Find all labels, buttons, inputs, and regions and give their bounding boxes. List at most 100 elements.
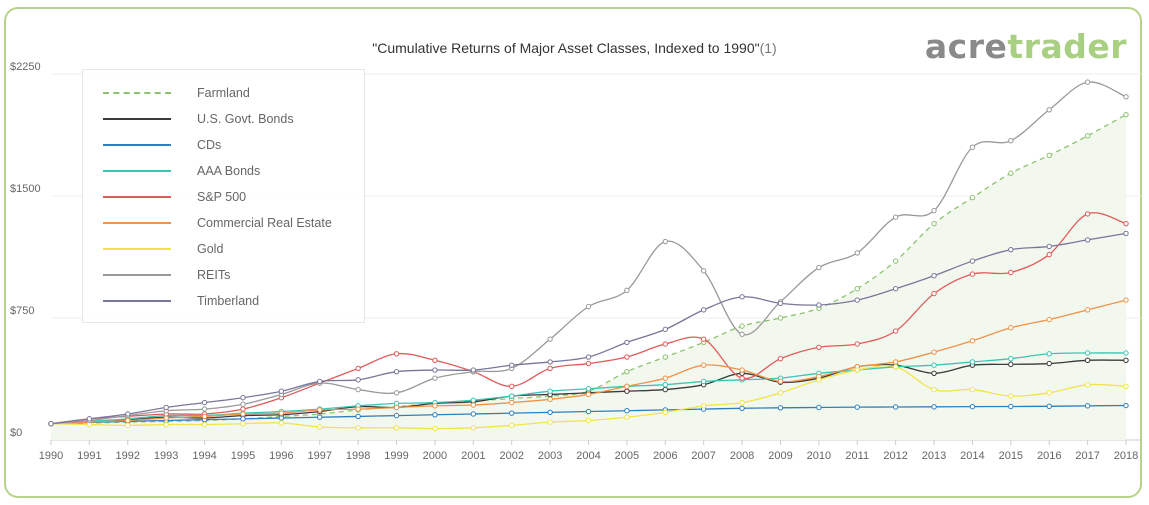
data-point-reits: [432, 375, 438, 381]
data-point-gold: [585, 417, 592, 424]
data-point-farmland: [777, 315, 784, 321]
x-tick-label: 2000: [423, 450, 447, 462]
legend-label: Gold: [197, 242, 224, 256]
data-point-gold: [816, 377, 822, 383]
data-point-reits: [969, 144, 976, 150]
data-point-aaa-bonds: [1008, 355, 1014, 362]
data-point-farmland: [739, 323, 745, 329]
chart-title-note: (1): [759, 40, 777, 56]
x-tick-label: 1990: [39, 450, 63, 462]
data-point-cds: [317, 414, 323, 420]
series-line-reits: [50, 81, 1127, 425]
data-point-gold: [1008, 393, 1014, 399]
data-point-aaa-bonds: [547, 388, 553, 394]
data-point-commercial-real-estate: [547, 396, 553, 403]
data-point-cds: [892, 404, 899, 410]
legend-label: AAA Bonds: [197, 164, 261, 178]
data-point-u-s-govt-bonds: [1084, 357, 1091, 363]
data-point-commercial-real-estate: [470, 402, 477, 408]
x-tick-label: 2018: [1114, 450, 1138, 462]
data-point-cds: [969, 403, 976, 410]
data-point-timberland: [777, 300, 784, 307]
data-point-s-p-500: [739, 375, 745, 381]
legend-item-reits: REITs: [103, 262, 230, 288]
x-tick-label: 2010: [807, 450, 831, 462]
data-point-cds: [1046, 403, 1052, 410]
data-point-s-p-500: [624, 354, 630, 360]
data-point-timberland: [86, 416, 93, 422]
data-point-reits: [1008, 137, 1014, 144]
y-tick-label: $750: [10, 305, 34, 317]
data-point-gold: [969, 386, 976, 393]
data-point-gold: [662, 409, 668, 416]
data-point-commercial-real-estate: [624, 383, 630, 390]
legend-swatch: [103, 92, 171, 94]
x-tick-label: 2013: [922, 450, 946, 462]
data-point-gold: [892, 364, 899, 370]
data-point-commercial-real-estate: [1046, 316, 1052, 323]
data-point-timberland: [470, 367, 477, 373]
data-point-s-p-500: [969, 271, 976, 277]
data-point-s-p-500: [1008, 269, 1014, 276]
logo-part-acre: acre: [924, 27, 1008, 66]
data-point-reits: [547, 336, 553, 342]
data-point-farmland: [662, 354, 668, 360]
data-point-s-p-500: [355, 365, 361, 372]
data-point-timberland: [317, 378, 323, 385]
data-point-commercial-real-estate: [125, 417, 131, 424]
data-point-reits: [1123, 94, 1129, 100]
data-point-u-s-govt-bonds: [1008, 361, 1014, 368]
data-point-cds: [355, 413, 361, 420]
x-tick-label: 1996: [269, 450, 293, 462]
data-point-reits: [1084, 79, 1091, 85]
data-point-reits: [585, 303, 592, 310]
data-point-cds: [816, 404, 822, 411]
data-point-reits: [739, 331, 745, 337]
data-point-gold: [739, 399, 745, 406]
data-point-reits: [1046, 107, 1052, 113]
data-point-cds: [854, 404, 860, 410]
x-tick-label: 2012: [883, 450, 907, 462]
data-point-timberland: [624, 339, 630, 346]
data-point-u-s-govt-bonds: [1046, 360, 1052, 367]
x-tick-label: 2007: [691, 450, 715, 462]
data-point-aaa-bonds: [509, 393, 515, 399]
data-point-commercial-real-estate: [1008, 325, 1014, 331]
legend-item-cds: CDs: [103, 132, 221, 158]
data-point-cds: [585, 408, 592, 415]
legend-label: Farmland: [197, 86, 250, 100]
data-point-timberland: [1008, 246, 1014, 253]
x-tick-label: 2005: [615, 450, 639, 462]
data-point-timberland: [816, 302, 822, 308]
data-point-gold: [278, 420, 285, 426]
data-point-commercial-real-estate: [317, 407, 323, 413]
data-point-cds: [739, 405, 745, 411]
x-tick-label: 2011: [845, 450, 869, 462]
data-point-cds: [470, 411, 477, 417]
x-tick-label: 1999: [384, 450, 408, 462]
data-point-timberland: [969, 258, 976, 264]
legend-item-commercial-real-estate: Commercial Real Estate: [103, 210, 332, 236]
data-point-s-p-500: [662, 341, 668, 347]
data-point-commercial-real-estate: [432, 403, 438, 409]
data-point-farmland: [892, 258, 899, 264]
data-point-timberland: [163, 404, 169, 411]
x-tick-label: 1993: [154, 450, 178, 462]
data-point-reits: [355, 386, 361, 393]
x-tick-label: 2017: [1075, 450, 1099, 462]
data-point-gold: [1123, 383, 1129, 390]
data-point-cds: [240, 416, 246, 422]
legend-item-aaa-bonds: AAA Bonds: [103, 158, 260, 184]
data-point-timberland: [1046, 243, 1052, 250]
x-tick-label: 1998: [346, 450, 370, 462]
data-point-s-p-500: [892, 328, 899, 334]
data-point-cds: [278, 415, 285, 421]
data-point-cds: [393, 412, 400, 419]
data-point-commercial-real-estate: [662, 375, 668, 381]
legend-swatch: [103, 170, 171, 172]
legend-item-gold: Gold: [103, 236, 223, 262]
legend-swatch: [103, 222, 171, 224]
series-area-farmland: [51, 114, 1126, 441]
data-point-farmland: [969, 194, 976, 201]
data-point-s-p-500: [777, 355, 784, 362]
